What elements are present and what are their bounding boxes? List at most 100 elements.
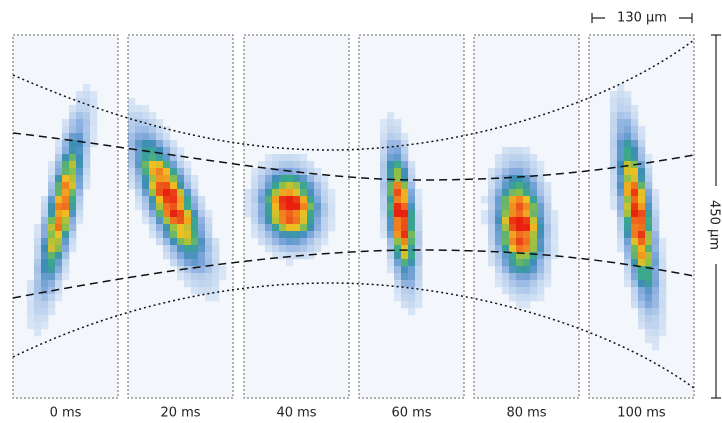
heat-cell (638, 196, 645, 203)
heat-cell (617, 238, 624, 245)
heat-cell (34, 238, 41, 245)
heat-cell (516, 294, 523, 301)
heat-cell (631, 175, 638, 182)
heat-cell (34, 245, 41, 252)
heat-cell (652, 252, 659, 259)
heat-cell (631, 273, 638, 280)
heat-cell (328, 217, 335, 224)
heat-cell (286, 196, 293, 203)
heat-cell (258, 231, 265, 238)
heat-cell (41, 315, 48, 322)
heat-cell (509, 168, 516, 175)
heat-cell (502, 182, 509, 189)
heat-cell (481, 210, 488, 217)
heat-cell (69, 105, 76, 112)
heat-cell (408, 210, 415, 217)
heat-cell (652, 336, 659, 343)
heat-cell (27, 315, 34, 322)
heat-cell (279, 238, 286, 245)
heat-cell (149, 133, 156, 140)
heat-cell (69, 175, 76, 182)
heat-cell (128, 182, 135, 189)
heat-cell (170, 203, 177, 210)
heat-cell (408, 266, 415, 273)
heat-cell (191, 245, 198, 252)
heat-cell (537, 266, 544, 273)
heat-cell (610, 119, 617, 126)
heat-cell (177, 210, 184, 217)
heat-cell (638, 308, 645, 315)
heat-cell (300, 217, 307, 224)
heat-cell (279, 168, 286, 175)
heat-cell (34, 308, 41, 315)
heat-cell (652, 231, 659, 238)
heat-cell (251, 224, 258, 231)
heat-cell (624, 112, 631, 119)
heat-cell (502, 168, 509, 175)
heat-cell (638, 133, 645, 140)
heat-cell (198, 273, 205, 280)
heat-cell (48, 294, 55, 301)
heat-cell (191, 182, 198, 189)
heat-cell (300, 203, 307, 210)
heat-cell (62, 231, 69, 238)
heat-cell (523, 224, 530, 231)
heat-cell (177, 273, 184, 280)
heat-cell (509, 280, 516, 287)
heat-cell (34, 252, 41, 259)
heat-cell (537, 189, 544, 196)
heat-cell (624, 252, 631, 259)
heat-cell (55, 175, 62, 182)
heat-cell (293, 203, 300, 210)
heat-cell (286, 259, 293, 266)
heat-cell (34, 301, 41, 308)
heat-cell (258, 182, 265, 189)
heat-cell (156, 154, 163, 161)
heat-cell (191, 231, 198, 238)
heat-cell (415, 189, 422, 196)
heat-cell (198, 287, 205, 294)
heat-cell (659, 280, 666, 287)
heat-cell (631, 119, 638, 126)
heat-cell (401, 175, 408, 182)
heat-cell (48, 217, 55, 224)
heat-cell (659, 287, 666, 294)
heat-cell (544, 231, 551, 238)
heat-cell (523, 217, 530, 224)
heat-cell (258, 189, 265, 196)
heat-cell (149, 140, 156, 147)
heat-cell (142, 175, 149, 182)
heat-cell (652, 329, 659, 336)
heat-cell (394, 175, 401, 182)
heat-cell (645, 175, 652, 182)
heat-cell (415, 210, 422, 217)
heat-cell (610, 112, 617, 119)
heat-cell (645, 315, 652, 322)
heat-cell (631, 140, 638, 147)
heat-cell (401, 301, 408, 308)
heat-cell (76, 217, 83, 224)
heat-cell (62, 168, 69, 175)
heat-cell (265, 217, 272, 224)
heat-cell (645, 245, 652, 252)
heat-cell (191, 252, 198, 259)
heat-cell (415, 252, 422, 259)
heat-cell (394, 252, 401, 259)
heat-cell (321, 189, 328, 196)
heat-cell (516, 168, 523, 175)
heat-cell (610, 196, 617, 203)
heat-cell (184, 217, 191, 224)
heat-cell (156, 189, 163, 196)
heat-cell (544, 189, 551, 196)
heat-cell (244, 196, 251, 203)
heat-cell (638, 231, 645, 238)
heat-cell (149, 182, 156, 189)
heat-cell (645, 322, 652, 329)
heat-cell (387, 189, 394, 196)
heat-cell (272, 217, 279, 224)
heat-cell (265, 196, 272, 203)
heat-cell (502, 154, 509, 161)
heat-cell (69, 217, 76, 224)
heat-cell (142, 182, 149, 189)
heat-cell (516, 203, 523, 210)
